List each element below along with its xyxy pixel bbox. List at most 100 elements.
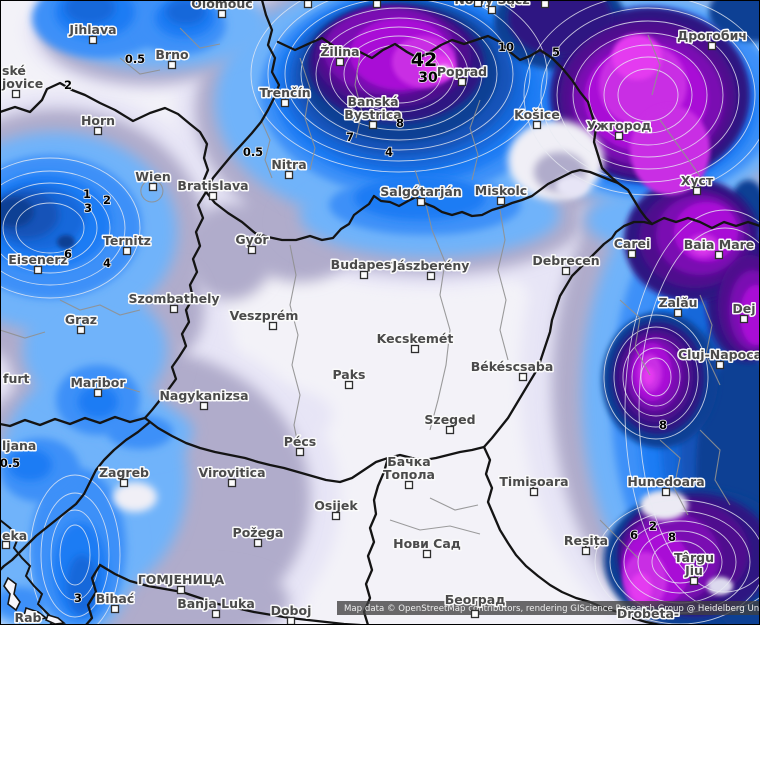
contour-label: 5 bbox=[552, 45, 560, 59]
contour-label: 30 bbox=[418, 70, 438, 86]
city: Žilina bbox=[319, 43, 361, 67]
city: Eisenerz bbox=[7, 251, 69, 275]
city-marker bbox=[303, 0, 313, 9]
city: Brno bbox=[154, 46, 190, 70]
contour-label: 3 bbox=[84, 201, 92, 215]
city-marker bbox=[217, 9, 227, 19]
city: Nowy Sącz bbox=[453, 0, 531, 15]
coastline-layer bbox=[0, 519, 66, 625]
city-label: Maribor bbox=[70, 375, 126, 390]
city-marker bbox=[561, 266, 571, 276]
city: Jászberény bbox=[390, 257, 471, 281]
contour-label: 2 bbox=[103, 193, 111, 207]
city: Nitra bbox=[270, 156, 308, 180]
city-label: Szeged bbox=[424, 412, 475, 427]
city-marker bbox=[122, 246, 132, 256]
city-marker bbox=[1, 540, 11, 550]
city-label: Nagykanizsa bbox=[159, 388, 248, 403]
city-label: Dej bbox=[732, 301, 755, 316]
city: Cluj-Napoca bbox=[676, 346, 760, 370]
city: furt bbox=[2, 370, 32, 388]
city-label: Zagreb bbox=[99, 465, 149, 480]
contour-label: 8 bbox=[396, 116, 404, 130]
city-marker bbox=[227, 478, 237, 488]
city: Baia Mare bbox=[682, 236, 756, 260]
city-label: Бачка bbox=[387, 454, 430, 469]
contour-label: 0.5 bbox=[0, 456, 20, 470]
contour-label: 8 bbox=[659, 418, 667, 432]
city: Београд bbox=[443, 591, 507, 619]
city-marker bbox=[529, 487, 539, 497]
city-marker bbox=[335, 57, 345, 67]
city-label: Banská bbox=[347, 94, 398, 109]
city-marker bbox=[284, 170, 294, 180]
contour-label: 0.5 bbox=[125, 52, 145, 66]
contour-lines-layer bbox=[0, 0, 760, 625]
city: Drobeta- bbox=[615, 605, 680, 623]
city-marker bbox=[614, 131, 624, 141]
city-marker bbox=[33, 265, 43, 275]
city-marker bbox=[93, 126, 103, 136]
city: Nagykanizsa bbox=[158, 387, 250, 411]
city: Hunedoara bbox=[626, 473, 706, 497]
city: Debrecen bbox=[531, 252, 601, 276]
city-label: Ternitz bbox=[103, 233, 151, 248]
city-label: Дрогобич bbox=[677, 28, 747, 43]
city-label: Žilina bbox=[320, 44, 359, 59]
city: Doboj bbox=[269, 602, 313, 625]
city: Carei bbox=[612, 235, 652, 259]
city-label: Cluj-Napoca bbox=[678, 347, 760, 362]
city-marker bbox=[331, 511, 341, 521]
city: Požega bbox=[231, 524, 285, 548]
city-label: Veszprém bbox=[230, 308, 299, 323]
city-label: Kecskemét bbox=[377, 331, 454, 346]
city: Bratislava bbox=[176, 177, 250, 201]
city-label: Drobeta- bbox=[617, 606, 679, 621]
city-label: Nowy Sącz bbox=[454, 0, 529, 7]
city-marker bbox=[540, 0, 550, 9]
city-marker bbox=[268, 321, 278, 331]
city-marker bbox=[410, 344, 420, 354]
city-marker bbox=[110, 604, 120, 614]
city-label: ljana bbox=[2, 438, 36, 453]
city: ГОМЈЕНИЦА bbox=[136, 571, 226, 595]
city-label: Doboj bbox=[271, 603, 312, 618]
city-label: jovice bbox=[1, 76, 43, 91]
city: Ternitz bbox=[102, 232, 152, 256]
city-marker bbox=[167, 60, 177, 70]
contour-label: 6 bbox=[64, 247, 72, 261]
city: Győr bbox=[234, 231, 271, 255]
contour-label: 0.5 bbox=[243, 145, 263, 159]
contour-label: 7 bbox=[346, 130, 354, 144]
city: Graz bbox=[63, 311, 99, 335]
contour-label: 42 bbox=[411, 49, 437, 71]
city-label: Brno bbox=[155, 47, 189, 62]
city-marker bbox=[470, 609, 480, 619]
city-marker bbox=[416, 197, 426, 207]
city-marker bbox=[473, 0, 483, 8]
city-label: Virovitica bbox=[198, 465, 265, 480]
city-label: Ужгород bbox=[587, 118, 652, 133]
city-label: Carei bbox=[614, 236, 651, 251]
city-marker bbox=[627, 249, 637, 259]
city-label: Pécs bbox=[284, 434, 317, 449]
snow-field-layer bbox=[0, 0, 760, 625]
city-marker bbox=[422, 549, 432, 559]
city-marker bbox=[247, 245, 257, 255]
city-marker bbox=[280, 98, 290, 108]
snow-depth-map-canvas[interactable]: Map data © OpenStreetMap contributors, r… bbox=[0, 0, 760, 625]
city-marker bbox=[518, 372, 528, 382]
city-marker bbox=[208, 191, 218, 201]
city-marker bbox=[739, 314, 749, 324]
city-label: Salgótarján bbox=[380, 184, 461, 199]
city-label: Топола bbox=[383, 467, 435, 482]
city: Rab bbox=[13, 609, 43, 626]
city-marker bbox=[661, 487, 671, 497]
city-marker bbox=[532, 120, 542, 130]
city-label: ské bbox=[2, 63, 26, 78]
city-marker bbox=[368, 120, 378, 130]
contour-label: 2 bbox=[649, 519, 657, 533]
city-label: Trenčín bbox=[259, 85, 310, 100]
